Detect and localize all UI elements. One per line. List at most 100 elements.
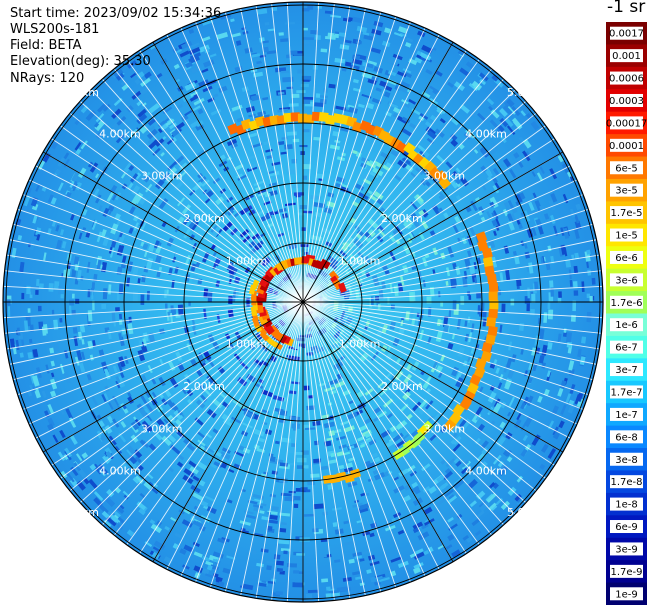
ray-separator bbox=[302, 301, 366, 596]
speckle-cell bbox=[230, 142, 238, 149]
speckle-cell bbox=[69, 418, 76, 428]
speckle-cell bbox=[447, 516, 454, 523]
range-ring-label: 2.00km bbox=[381, 380, 423, 393]
speckle-cell bbox=[187, 398, 194, 405]
speckle-cell bbox=[557, 387, 564, 397]
speckle-cell bbox=[109, 247, 115, 258]
speckle-cell bbox=[197, 108, 204, 115]
speckle-cell bbox=[95, 131, 103, 139]
speckle-cell bbox=[203, 59, 215, 68]
speckle-cell bbox=[289, 50, 298, 55]
speckle-cell bbox=[27, 351, 33, 359]
speckle-cell bbox=[463, 132, 472, 140]
speckle-cell bbox=[120, 172, 126, 179]
speckle-cell bbox=[498, 289, 502, 296]
speckle-cell bbox=[397, 26, 408, 34]
speckle-cell bbox=[421, 463, 431, 472]
speckle-cell bbox=[390, 149, 400, 157]
speckle-cell bbox=[303, 385, 310, 391]
speckle-cell bbox=[589, 295, 593, 302]
speckle-cell bbox=[363, 234, 372, 243]
speckle-cell bbox=[359, 424, 368, 432]
speckle-cell bbox=[468, 295, 472, 300]
speckle-cell bbox=[525, 151, 531, 158]
speckle-cell bbox=[558, 420, 565, 429]
speckle-cell bbox=[409, 171, 417, 179]
speckle-cell bbox=[95, 173, 100, 179]
speckle-cell bbox=[507, 411, 512, 417]
speckle-cell bbox=[59, 318, 63, 323]
speckle-cell bbox=[436, 474, 445, 483]
speckle-cell bbox=[435, 330, 443, 343]
speckle-cell bbox=[134, 456, 142, 464]
speckle-cell bbox=[412, 566, 421, 574]
instrument-name: WLS200s-181 bbox=[10, 22, 100, 37]
speckle-cell bbox=[363, 417, 372, 425]
speckle-cell bbox=[207, 358, 216, 368]
speckle-cell bbox=[292, 138, 300, 143]
speckle-cell bbox=[425, 68, 433, 76]
speckle-cell bbox=[251, 142, 263, 149]
ray-separator bbox=[51, 138, 304, 303]
speckle-cell bbox=[35, 290, 39, 295]
speckle-cell bbox=[97, 205, 103, 212]
speckle-cell bbox=[486, 175, 493, 182]
ray-separator bbox=[302, 138, 555, 303]
colorbar-label-box bbox=[610, 475, 643, 489]
start-time: Start time: 2023/09/02 15:34:36 bbox=[10, 6, 222, 21]
speckle-cell bbox=[370, 296, 374, 306]
speckle-cell bbox=[49, 390, 57, 398]
speckle-cell bbox=[133, 449, 143, 459]
colorbar-label: 1.7e-9 bbox=[610, 567, 642, 578]
speckle-cell bbox=[98, 463, 105, 471]
speckle-cell bbox=[158, 266, 163, 272]
ray-separator bbox=[302, 301, 382, 592]
speckle-cell bbox=[499, 374, 504, 381]
speckle-cell bbox=[379, 585, 385, 589]
speckle-cell bbox=[278, 539, 290, 545]
speckle-cell bbox=[505, 357, 513, 369]
speckle-cell bbox=[355, 576, 362, 580]
ray-separator bbox=[302, 165, 571, 303]
speckle-cell bbox=[302, 163, 311, 170]
speckle-cell bbox=[110, 240, 117, 248]
speckle-cell bbox=[114, 192, 122, 201]
speckle-cell bbox=[466, 536, 473, 543]
speckle-cell bbox=[267, 222, 274, 228]
speckle-cell bbox=[524, 251, 531, 259]
speckle-cell bbox=[47, 403, 54, 414]
speckle-cell bbox=[458, 143, 465, 150]
speckle-cell bbox=[550, 193, 558, 203]
speckle-cell bbox=[503, 158, 512, 168]
speckle-cell bbox=[413, 194, 425, 206]
speckle-cell bbox=[298, 335, 306, 338]
speckle-cell bbox=[132, 266, 139, 278]
speckle-cell bbox=[66, 472, 75, 483]
echo-cell bbox=[473, 366, 486, 379]
speckle-cell bbox=[143, 481, 153, 490]
speckle-cell bbox=[522, 434, 529, 442]
speckle-cell bbox=[404, 42, 412, 48]
ray-separator bbox=[302, 301, 397, 588]
speckle-cell bbox=[247, 132, 258, 139]
speckle-cell bbox=[525, 113, 533, 120]
speckle-cell bbox=[390, 556, 402, 563]
colorbar-label-box bbox=[610, 564, 643, 578]
speckle-cell bbox=[319, 554, 327, 558]
speckle-cell bbox=[189, 493, 201, 502]
speckle-cell bbox=[410, 212, 418, 220]
speckle-cell bbox=[75, 298, 80, 304]
speckle-cell bbox=[392, 432, 404, 443]
speckle-cell bbox=[188, 54, 200, 64]
speckle-cell bbox=[192, 541, 200, 548]
speckle-cell bbox=[479, 78, 487, 86]
speckle-cell bbox=[342, 17, 352, 22]
speckle-cell bbox=[210, 224, 218, 233]
speckle-cell bbox=[381, 40, 391, 48]
ray-separator bbox=[255, 5, 304, 303]
echo-cell bbox=[338, 282, 347, 293]
ray-separator bbox=[286, 301, 304, 602]
speckle-cell bbox=[572, 281, 578, 288]
speckle-cell bbox=[115, 134, 125, 144]
speckle-cell bbox=[348, 457, 356, 462]
